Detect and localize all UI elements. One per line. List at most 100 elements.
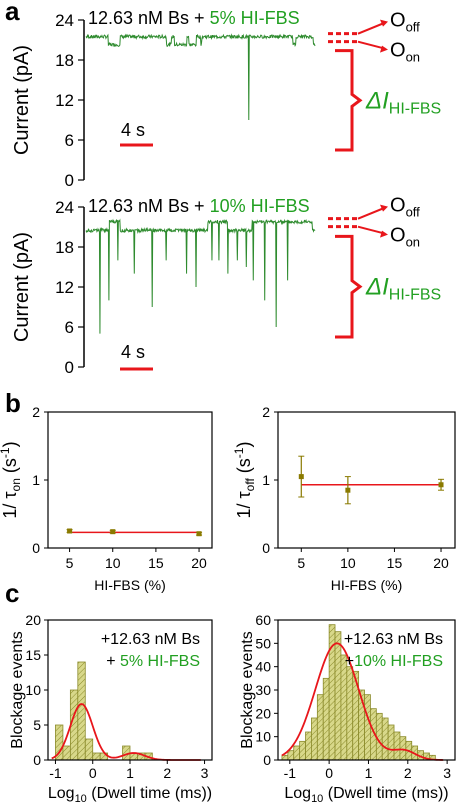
panel-label-c: c [5, 578, 19, 608]
ytick-label: 30 [255, 682, 271, 698]
ytick-label: 1 [32, 472, 40, 488]
ytick-label: 12 [55, 278, 74, 297]
legend-line-1: +12.63 nM Bs [344, 631, 443, 648]
state-off-sub: off [406, 20, 421, 35]
histogram-bar [281, 754, 289, 761]
trace-line [85, 33, 316, 121]
rate-on-plot: 0 1 2 5 10 15 20 HI-FBS (%) 1/ τon (s-1) [0, 404, 213, 593]
ylabel-prefix: 1/ τ [234, 491, 254, 518]
state-off-base: O [390, 195, 406, 217]
ytick-label: 15 [25, 647, 41, 663]
xlabel-prefix: Log [284, 785, 311, 802]
ytick-label: 6 [65, 131, 74, 150]
state-off-label: Ooff [390, 10, 420, 35]
legend-line-2: +10% HI-FBS [345, 653, 443, 670]
y-axis-label: Blockage events [9, 631, 26, 748]
legend-highlight: 5% HI-FBS [120, 653, 200, 670]
delta-symbol: ΔI [365, 274, 389, 301]
histogram-bar [287, 750, 295, 761]
delta-symbol: ΔI [365, 87, 389, 114]
state-on-base: O [390, 40, 406, 62]
ylabel-unit: (s [0, 458, 20, 478]
xlabel-prefix: Log [48, 785, 75, 802]
xtick-label: 10 [340, 555, 356, 571]
ylabel-sub: on [9, 478, 23, 491]
data-point [110, 529, 116, 535]
ytick-label: 1 [262, 472, 270, 488]
trace-line [85, 218, 316, 334]
legend-plus: + [106, 653, 120, 670]
ytick-label: 2 [262, 404, 270, 420]
off-arrow [357, 206, 386, 220]
ytick-label: 10 [255, 729, 271, 745]
histogram-bar [305, 731, 312, 761]
ytick-label: 24 [55, 11, 74, 30]
scale-bar-label: 4 s [121, 120, 145, 140]
trace-signal [85, 33, 316, 121]
trace-signal [85, 218, 316, 334]
ylabel-exp: -1 [0, 447, 12, 458]
histogram-bar [334, 631, 342, 761]
on-arrow [357, 225, 386, 235]
trace-ylabel: Current (pA) [11, 232, 33, 342]
xlabel-sub: 10 [75, 793, 87, 802]
histogram-bar [62, 745, 71, 761]
histogram-bar [393, 731, 401, 761]
x-axis-label: HI-FBS (%) [331, 577, 403, 593]
trace-yticks: 0 6 12 18 24 [55, 11, 84, 190]
legend-line-2: + 5% HI-FBS [106, 653, 200, 670]
data-point [196, 531, 202, 537]
scale-bar-label: 4 s [121, 342, 145, 362]
xlabel-sub: 10 [311, 793, 323, 802]
histogram-bar [399, 736, 407, 761]
on-arrowhead [380, 230, 388, 238]
histogram-bar [387, 724, 395, 761]
state-on-base: O [390, 225, 406, 247]
data-point [345, 487, 351, 493]
legend-plus: + [345, 653, 354, 670]
ytick-label: 20 [25, 612, 41, 628]
xtick-label: 2 [163, 765, 171, 781]
ytick-label: 5 [33, 717, 41, 733]
ytick-label: 0 [33, 752, 41, 768]
ytick-label: 24 [55, 198, 74, 217]
ylabel-unit: (s [234, 458, 254, 478]
ytick-label: 0 [65, 171, 74, 190]
ytick-label: 60 [255, 612, 271, 628]
histogram-bar [84, 738, 94, 761]
state-on-sub: on [406, 235, 420, 250]
xtick-label: 20 [191, 555, 207, 571]
xtick-label: 3 [201, 765, 209, 781]
histogram-bar [92, 752, 101, 761]
ylabel-prefix: 1/ τ [0, 491, 20, 518]
xlabel-rest: (Dwell time (ms)) [323, 785, 448, 802]
state-off-label: Ooff [390, 195, 420, 220]
trace-title-prefix: 12.63 nM Bs + [88, 196, 210, 216]
plot-frame [277, 411, 456, 549]
ytick-label: 40 [255, 659, 271, 675]
state-off-sub: off [406, 205, 421, 220]
histogram-bar [364, 694, 371, 761]
ytick-label: 10 [25, 682, 41, 698]
delta-label: ΔIHI-FBS [365, 87, 441, 117]
histogram-bar [346, 666, 354, 761]
xtick-label: 0 [89, 765, 97, 781]
state-on-label: Oon [390, 40, 420, 65]
histogram-bar [316, 694, 324, 761]
histogram-bar [375, 712, 383, 761]
ytick-label: 12 [55, 91, 74, 110]
delta-label: ΔIHI-FBS [365, 274, 441, 304]
panel-label-a: a [5, 0, 20, 26]
on-arrow [357, 40, 386, 50]
trace-title-highlight: 5% HI-FBS [210, 8, 300, 28]
trace-ylabel: Current (pA) [11, 45, 33, 155]
xtick-label: 10 [105, 555, 121, 571]
xtick-label: 1 [365, 765, 373, 781]
ytick-label: 0 [32, 540, 40, 556]
xtick-label: -1 [49, 765, 62, 781]
xtick-label: 2 [404, 765, 412, 781]
